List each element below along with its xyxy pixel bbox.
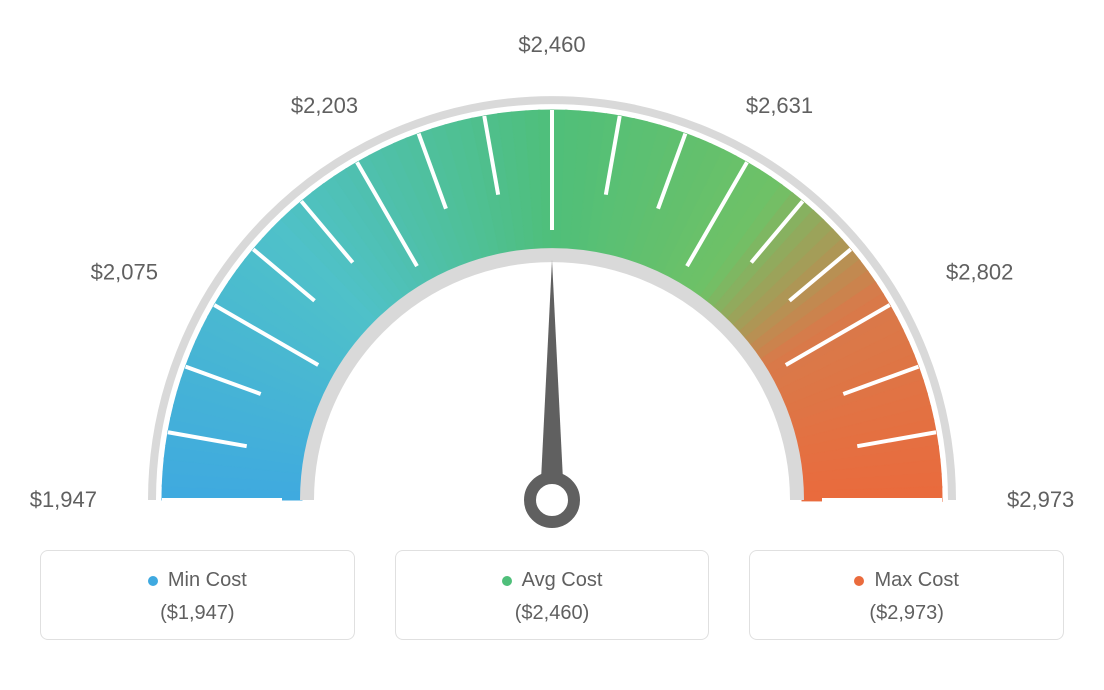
- svg-text:$2,973: $2,973: [1007, 487, 1074, 512]
- legend-row: Min Cost ($1,947) Avg Cost ($2,460) Max …: [0, 550, 1104, 640]
- legend-title: Avg Cost: [522, 569, 603, 592]
- svg-text:$2,203: $2,203: [291, 93, 358, 118]
- dot-icon: [502, 576, 512, 586]
- dot-icon: [854, 576, 864, 586]
- gauge-svg: $1,947 $2,075 $2,203 $2,460 $2,631 $2,802 $2,9…: [0, 0, 1104, 560]
- svg-text:$2,802: $2,802: [946, 260, 1013, 285]
- gauge-chart: $1,947 $2,075 $2,203 $2,460 $2,631 $2,802 $2,9…: [0, 0, 1104, 560]
- legend-card-max: Max Cost ($2,973): [749, 550, 1064, 640]
- legend-title: Min Cost: [168, 569, 247, 592]
- svg-text:$1,947: $1,947: [30, 487, 97, 512]
- legend-value: ($1,947): [61, 602, 334, 625]
- legend-title-row: Min Cost: [61, 569, 334, 592]
- legend-card-min: Min Cost ($1,947): [40, 550, 355, 640]
- svg-text:$2,460: $2,460: [518, 32, 585, 57]
- svg-text:$2,075: $2,075: [91, 260, 158, 285]
- legend-value: ($2,973): [770, 602, 1043, 625]
- svg-text:$2,631: $2,631: [746, 93, 813, 118]
- legend-title-row: Avg Cost: [416, 569, 689, 592]
- legend-value: ($2,460): [416, 602, 689, 625]
- legend-card-avg: Avg Cost ($2,460): [395, 550, 710, 640]
- dot-icon: [148, 576, 158, 586]
- legend-title-row: Max Cost: [770, 569, 1043, 592]
- legend-title: Max Cost: [874, 569, 958, 592]
